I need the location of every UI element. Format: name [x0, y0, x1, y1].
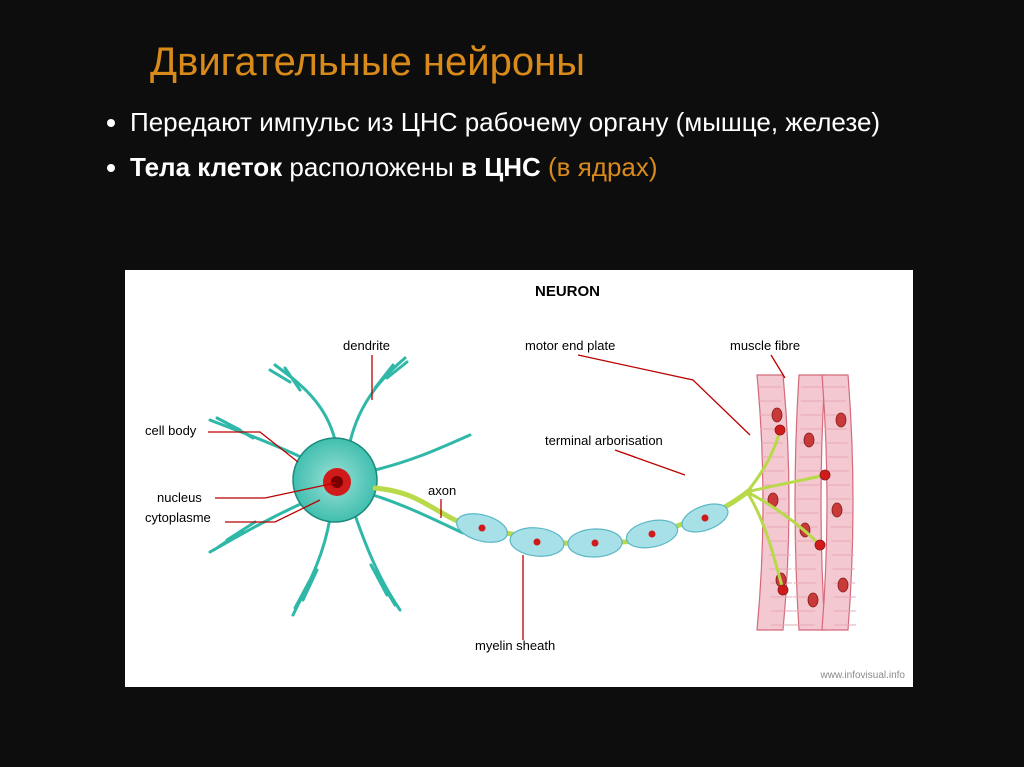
- label-muscle-fibre: muscle fibre: [730, 338, 800, 353]
- bullet-item: Передают импульс из ЦНС рабочему органу …: [130, 105, 964, 140]
- label-terminal: terminal arborisation: [545, 433, 663, 448]
- label-motor-end: motor end plate: [525, 338, 615, 353]
- slide: Двигательные нейроны Передают импульс из…: [0, 0, 1024, 767]
- neuron-diagram: NEURON cell body nucleus cytoplasme dendrite…: [125, 270, 913, 687]
- label-dendrite: dendrite: [343, 338, 390, 353]
- bullet-list: Передают импульс из ЦНС рабочему органу …: [100, 105, 964, 185]
- diagram-svg: NEURON cell body nucleus cytoplasme dendrite…: [125, 270, 913, 687]
- label-cell-body: cell body: [145, 423, 197, 438]
- label-myelin: myelin sheath: [475, 638, 555, 653]
- watermark: www.infovisual.info: [821, 670, 905, 681]
- label-nucleus: nucleus: [157, 490, 202, 505]
- bullet-item: Тела клеток расположены в ЦНС (в ядрах): [130, 150, 964, 185]
- label-cytoplasme: cytoplasme: [145, 510, 211, 525]
- label-axon: axon: [428, 483, 456, 498]
- slide-title: Двигательные нейроны: [150, 40, 964, 85]
- svg-text:NEURON: NEURON: [535, 283, 600, 300]
